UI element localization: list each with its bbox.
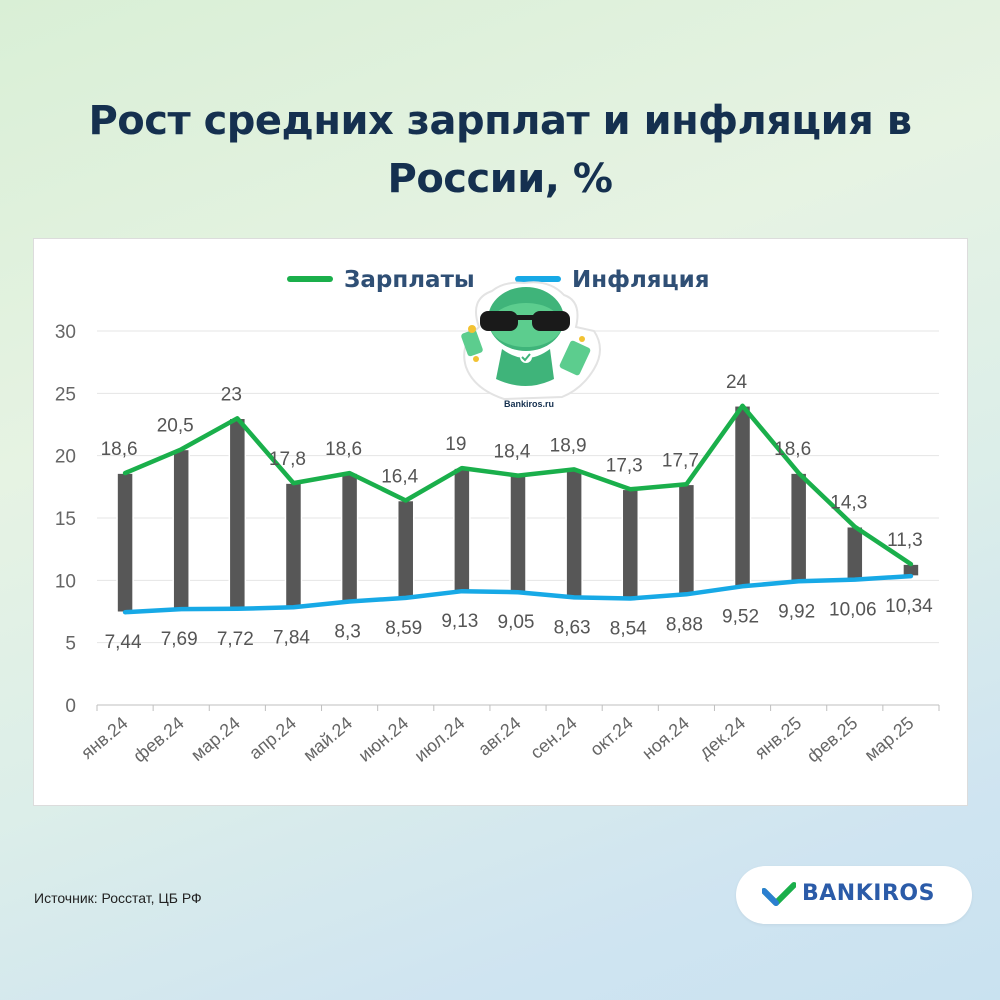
salary-data-label: 24 [726,372,748,393]
legend-inflation-label: Инфляция [572,267,710,293]
x-tick-label: янв.25 [751,713,805,763]
inflation-data-label: 10,06 [829,600,877,621]
page-title: Рост средних зарплат и инфляция в России… [0,92,1000,208]
brand-name: BANKIROS [802,881,935,906]
brand-logo[interactable]: BANKIROS [736,866,972,924]
gap-bar [228,417,247,610]
salary-line [122,403,914,567]
y-tick-label: 0 [65,696,76,717]
inflation-data-label: 7,72 [217,629,254,650]
salary-data-label: 18,4 [494,442,531,463]
inflation-data-label: 9,05 [498,612,535,633]
gap-bar [396,499,415,599]
y-tick-label: 20 [55,447,76,468]
y-tick-label: 25 [55,384,76,405]
salary-data-label: 18,6 [101,439,138,460]
salary-data-label: 23 [221,384,242,405]
gap-bar [846,525,864,581]
inflation-data-label: 8,54 [610,619,647,640]
inflation-data-label: 8,88 [666,614,703,635]
inflation-data-label: 7,44 [105,632,142,653]
x-tick-label: июл.24 [411,713,469,766]
gap-bar [340,472,359,603]
x-tick-label: дек.24 [695,713,749,763]
inflation-data-label: 9,92 [778,601,815,622]
x-tick-label: ноя.24 [638,713,693,764]
inflation-data-label: 10,34 [885,596,933,617]
salary-data-label: 18,6 [774,439,811,460]
legend: Зарплаты Инфляция [287,267,710,293]
inflation-data-label: 7,69 [161,629,198,650]
gap-bar [116,472,134,613]
x-tick-label: янв.24 [77,713,131,763]
salary-data-label: 17,8 [269,449,306,470]
title-line-2: России, % [387,156,613,202]
gap-bar [733,405,752,588]
gap-bar [789,472,808,583]
sticker-text: Bankiros.ru [504,399,554,409]
salary-data-label: 19 [445,434,466,455]
x-tick-label: авг.24 [474,713,524,760]
salary-data-label: 17,3 [606,455,643,476]
y-tick-label: 15 [55,509,76,530]
x-tick-label: сен.24 [526,713,580,763]
title-line-1: Рост средних зарплат и инфляция в [88,98,912,144]
x-tick-label: май.24 [299,713,356,765]
salary-data-label: 18,9 [550,435,587,456]
x-tick-label: фев.25 [803,713,861,767]
x-tick-label: мар.25 [861,713,918,765]
inflation-data-label: 7,84 [273,627,310,648]
gap-bar [565,468,583,599]
inflation-data-label: 8,59 [385,618,422,639]
inflation-line [122,573,914,615]
inflation-data-label: 9,13 [441,611,478,632]
x-tick-label: мар.24 [187,713,244,765]
salary-data-label: 16,4 [381,467,418,488]
salary-data-label: 20,5 [157,415,194,436]
brand-check-icon [762,882,796,906]
x-tick-label: окт.24 [586,713,637,760]
chart: Зарплаты Инфляция 0 5 10 15 20 25 30 18,6 7,44 2… [55,267,940,767]
x-tick-label: июн.24 [355,713,413,766]
chart-card: Зарплаты Инфляция 0 5 10 15 20 25 30 18,6 7,44 2… [33,238,968,806]
x-tick-label: фев.24 [129,713,187,767]
salary-data-label: 14,3 [830,493,867,514]
gap-bar [677,483,696,596]
legend-salary-label: Зарплаты [344,267,475,293]
salary-data-label: 17,7 [662,450,699,471]
x-tick-label: апр.24 [245,713,300,764]
salary-data-label: 18,6 [325,439,362,460]
source-note: Источник: Росстат, ЦБ РФ [34,890,202,906]
inflation-data-label: 8,3 [334,622,360,643]
y-tick-label: 10 [55,571,76,592]
y-tick-label: 30 [55,322,76,343]
gap-bar [509,474,527,593]
y-tick-label: 5 [65,634,76,655]
gap-bar [284,482,303,609]
gap-bar [453,467,471,592]
inflation-data-label: 8,63 [554,617,591,638]
inflation-data-label: 9,52 [722,606,759,627]
gap-bar [621,488,640,600]
mascot-sticker-icon: Bankiros.ru [461,281,601,409]
gap-bar [172,448,190,610]
salary-data-label: 11,3 [887,530,923,551]
